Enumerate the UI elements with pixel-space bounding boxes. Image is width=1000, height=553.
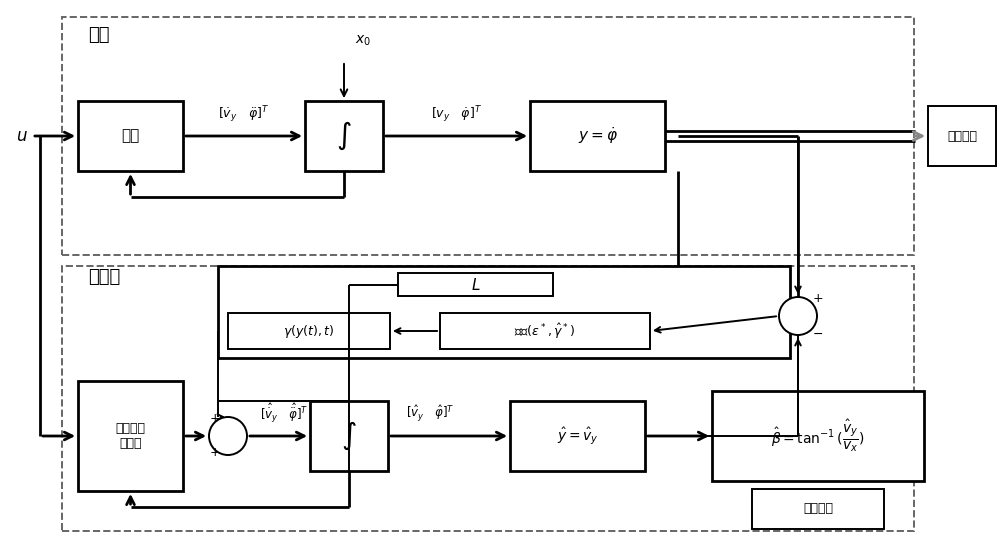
Text: 观测输出: 观测输出 (803, 503, 833, 515)
Text: 模糊动力
学模型: 模糊动力 学模型 (116, 422, 146, 450)
Bar (218, 266, 790, 358)
Text: $[v_y \quad \dot{\varphi}]^T$: $[v_y \quad \dot{\varphi}]^T$ (431, 105, 483, 126)
Bar (62, 17, 914, 255)
Bar (440, 313, 650, 349)
Text: $[\dot{v}_y \quad \ddot{\varphi}]^T$: $[\dot{v}_y \quad \ddot{\varphi}]^T$ (218, 105, 270, 126)
Text: $y = \dot{\varphi}$: $y = \dot{\varphi}$ (578, 126, 617, 147)
Bar (928, 106, 996, 166)
Text: 车辆: 车辆 (121, 128, 140, 143)
Bar (398, 273, 553, 296)
Text: 观测器: 观测器 (88, 268, 120, 286)
Bar (62, 266, 914, 531)
Text: $+$: $+$ (209, 413, 221, 425)
Text: $[\hat{v}_y \quad \hat{\varphi}]^T$: $[\hat{v}_y \quad \hat{\varphi}]^T$ (406, 403, 454, 423)
Bar (510, 401, 645, 471)
Text: $L$: $L$ (471, 276, 480, 293)
Bar (78, 381, 183, 491)
Text: $[\hat{\dot{v}}_y \quad \hat{\ddot{\varphi}}]^T$: $[\hat{\dot{v}}_y \quad \hat{\ddot{\varp… (260, 401, 308, 425)
Text: $\int$: $\int$ (336, 120, 352, 152)
Text: $\hat{y} = \hat{v}_y$: $\hat{y} = \hat{v}_y$ (557, 425, 598, 447)
Bar (228, 313, 390, 349)
Text: $u$: $u$ (16, 127, 28, 145)
Bar (530, 101, 665, 171)
Text: $求解(\epsilon^*,\hat{\gamma}^*)$: $求解(\epsilon^*,\hat{\gamma}^*)$ (514, 321, 576, 341)
Circle shape (209, 417, 247, 455)
Text: $-$: $-$ (812, 326, 823, 340)
Text: 系统: 系统 (88, 26, 110, 44)
Bar (310, 401, 388, 471)
Circle shape (779, 297, 817, 335)
Text: 测量输出: 测量输出 (947, 129, 977, 143)
Bar (78, 101, 183, 171)
Text: $\int$: $\int$ (341, 420, 357, 452)
Bar (752, 489, 884, 529)
Text: $+$: $+$ (812, 291, 823, 305)
Text: $\hat{\beta} = \tan^{-1}(\dfrac{\hat{v}_y}{v_x})$: $\hat{\beta} = \tan^{-1}(\dfrac{\hat{v}_… (771, 418, 865, 454)
Text: $x_0$: $x_0$ (355, 34, 371, 48)
Text: $+$: $+$ (209, 446, 221, 460)
Text: $\gamma(y(t),t)$: $\gamma(y(t),t)$ (283, 322, 335, 340)
Bar (712, 391, 924, 481)
Bar (305, 101, 383, 171)
